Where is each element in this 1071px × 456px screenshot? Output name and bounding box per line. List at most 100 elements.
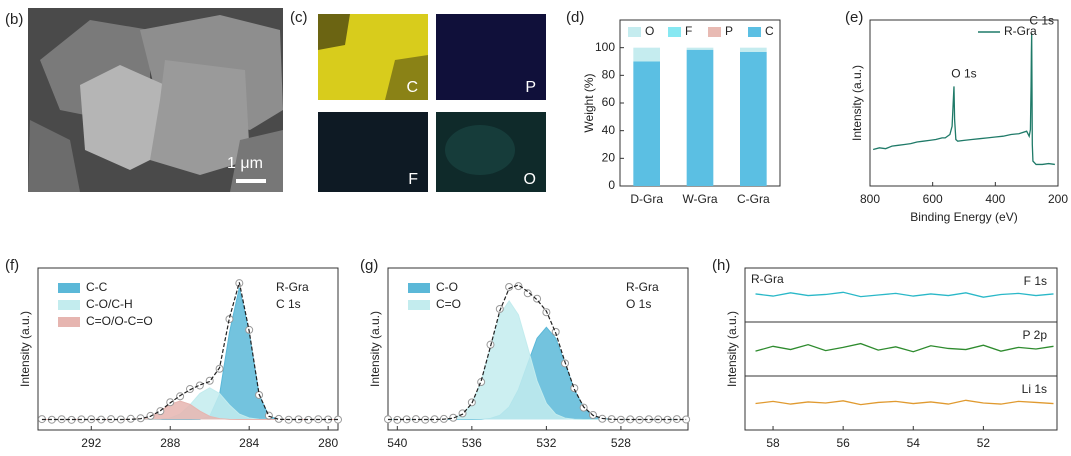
x-tick-label: 54: [907, 436, 921, 450]
legend-label: R-Gra: [1004, 24, 1037, 38]
x-tick-label: 280: [318, 436, 338, 450]
sample-label: R-Gra: [276, 280, 309, 294]
x-tick-label: 400: [985, 192, 1005, 206]
sem-image: 1 μm: [28, 8, 283, 192]
legend-swatch: [708, 27, 721, 37]
series-label: Li 1s: [1022, 382, 1047, 396]
x-tick-label: 58: [766, 436, 780, 450]
legend-swatch: [628, 27, 641, 37]
eds-signal: [445, 125, 515, 175]
y-tick-label: 60: [602, 95, 616, 109]
bar-segment: [633, 61, 660, 186]
series-label: P 2p: [1023, 328, 1048, 342]
measured-point: [264, 411, 273, 420]
bar-segment: [686, 49, 714, 186]
x-tick-label: 540: [387, 436, 407, 450]
legend-swatch: [408, 283, 430, 293]
y-axis-title: Weight (%): [582, 73, 596, 132]
flake: [150, 60, 250, 175]
eds-label: P: [525, 79, 536, 96]
y-axis-title: Intensity (a.u.): [18, 311, 32, 387]
annotation: C 1s: [1029, 13, 1054, 27]
panel-label: (c): [290, 9, 308, 26]
sample-label: R-Gra: [751, 272, 784, 286]
legend-label: C=O/O-C=O: [86, 314, 153, 328]
y-tick-label: 40: [602, 123, 616, 137]
measured-point: [495, 304, 504, 313]
x-tick-label: 284: [239, 436, 259, 450]
legend-label: C-O/C-H: [86, 297, 133, 311]
x-tick-label: 56: [836, 436, 850, 450]
sample-label: R-Gra: [626, 280, 659, 294]
legend-label: P: [725, 24, 733, 38]
panel-label: (b): [5, 11, 23, 28]
x-tick-label: W-Gra: [682, 192, 717, 206]
measured-point: [449, 413, 458, 422]
plot-frame: [869, 19, 1059, 187]
x-axis-title: Binding Energy (eV): [910, 210, 1017, 224]
spectrum-line: [872, 33, 1055, 166]
eds-map: [318, 112, 428, 192]
legend-label: C-C: [86, 280, 108, 294]
bar-segment: [740, 47, 767, 52]
legend-label: O: [645, 24, 654, 38]
y-tick-label: 20: [602, 151, 616, 165]
panel-label: (d): [566, 9, 584, 26]
measured-point: [225, 315, 234, 324]
bar-segment: [633, 47, 660, 62]
x-tick-label: 528: [611, 436, 631, 450]
fit-envelope: [41, 282, 338, 421]
fit-envelope: [388, 284, 687, 421]
x-tick-label: 52: [977, 436, 991, 450]
y-axis-title: Intensity (a.u.): [725, 311, 739, 387]
panel-label: (g): [360, 257, 378, 274]
spectrum-line: [755, 342, 1054, 353]
legend-swatch: [58, 317, 80, 327]
legend-swatch: [58, 300, 80, 310]
eds-label: O: [524, 171, 536, 188]
annotation: O 1s: [951, 67, 976, 81]
measured-point: [570, 384, 579, 393]
panel-label: (h): [712, 257, 730, 274]
x-tick-label: D-Gra: [630, 192, 663, 206]
scale-bar-label: 1 μm: [227, 155, 263, 172]
x-tick-label: 600: [923, 192, 943, 206]
legend-swatch: [58, 283, 80, 293]
y-tick-label: 0: [608, 178, 615, 192]
legend-label: C: [765, 24, 774, 38]
y-tick-label: 80: [602, 68, 616, 82]
plot-frame: [744, 267, 1058, 431]
plot-frame: [37, 267, 339, 431]
measured-point: [533, 294, 542, 303]
bar-segment: [740, 51, 767, 186]
legend-swatch: [408, 300, 430, 310]
spectrum-line: [755, 399, 1054, 406]
panel-label: (e): [845, 9, 863, 26]
eds-label: F: [408, 171, 418, 188]
x-tick-label: 200: [1048, 192, 1068, 206]
x-tick-label: 800: [860, 192, 880, 206]
measured-point: [185, 385, 194, 394]
spectrum-line: [755, 291, 1054, 298]
measured-point: [215, 364, 224, 373]
measured-point: [195, 381, 204, 390]
x-tick-label: C-Gra: [737, 192, 770, 206]
plot-frame: [387, 267, 689, 431]
eds-shadow: [385, 55, 428, 100]
x-tick-label: 536: [462, 436, 482, 450]
bar-segment: [686, 47, 714, 50]
x-tick-label: 288: [160, 436, 180, 450]
x-tick-label: 292: [81, 436, 101, 450]
legend-label: C-O: [436, 280, 458, 294]
y-tick-label: 100: [595, 40, 615, 54]
y-axis-title: Intensity (a.u.): [850, 65, 864, 141]
region-label: O 1s: [626, 297, 651, 311]
flake: [28, 120, 80, 192]
eds-maps: C P F O: [318, 14, 546, 192]
legend-label: F: [685, 24, 692, 38]
component-area: [41, 400, 338, 420]
flake: [230, 130, 283, 192]
legend-label: C=O: [436, 297, 461, 311]
panel-label: (f): [5, 257, 19, 274]
flake: [80, 65, 170, 170]
